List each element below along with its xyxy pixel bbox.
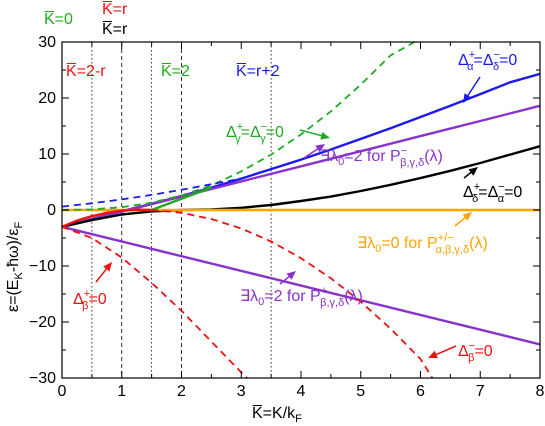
x-tick-label: 4 [297, 383, 306, 400]
annotation-arrow-5 [95, 266, 109, 283]
series-line-4 [61, 225, 541, 346]
annotation-arrow-0 [465, 76, 481, 99]
region-label-2: K̅=2 [161, 62, 190, 80]
top-label-k0: K̅=0 [44, 10, 73, 28]
top-label-kr-black: K̅=r [102, 20, 128, 38]
annotation-lambda-minus: ∃λ0=2 for P− β,γ,δ(λ) [320, 145, 443, 169]
x-tick-label: 8 [536, 383, 545, 400]
annotation-lambda-zero: ∃λ0=0 for P+/− α,β,γ,δ(λ) [357, 232, 488, 256]
top-label-kr-red: K̅=r [102, 0, 128, 18]
annotation-arrowhead-3 [468, 167, 478, 176]
region-label-r-plus-2: K̅=r+2 [236, 62, 280, 80]
x-tick-label: 0 [58, 383, 67, 400]
annotation-lambda-plus: ∃λ0=2 for P+ β,γ,δ(λ) [240, 285, 363, 309]
annotation-arrowhead-2 [315, 144, 325, 153]
annotation-arrow-1 [299, 129, 325, 138]
y-tick-label: 10 [38, 146, 56, 163]
series-line-7 [61, 208, 152, 228]
series-layer [61, 41, 541, 379]
annotation-arrowhead-4 [462, 212, 472, 221]
x-tick-label: 6 [416, 383, 425, 400]
y-tick-label: 0 [47, 202, 56, 219]
y-tick-label: −10 [29, 258, 56, 275]
annotation-beta-minus: Δ− β=0 [458, 340, 493, 364]
y-axis-label: ε=(EK-ħω)/εF [5, 222, 25, 312]
annotation-arrows [95, 76, 481, 359]
annotation-beta-plus: Δ+ β=0 [73, 288, 107, 312]
annotation-alpha-delta: Δ+ α=Δ− δ=0 [458, 49, 517, 73]
series-line-1 [61, 104, 541, 228]
x-axis-label: K̅=K/kF [252, 404, 302, 425]
y-tick-label: 30 [38, 34, 56, 51]
region-label-2-minus-r: K̅=2-r [66, 62, 106, 80]
series-line-6 [61, 177, 242, 208]
x-tick-label: 3 [237, 383, 246, 400]
annotation-arrow-7 [433, 345, 457, 357]
y-tick-label: −20 [29, 314, 56, 331]
x-tick-label: 7 [476, 383, 485, 400]
series-line-5 [61, 41, 415, 211]
x-tick-label: 1 [117, 383, 126, 400]
annotation-arrowhead-0 [463, 93, 472, 103]
annotation-delta-alpha: Δ+ δ=Δ− α=0 [463, 181, 522, 205]
series-line-2 [61, 145, 541, 228]
y-tick-label: 20 [38, 90, 56, 107]
axis-ticks: 0 1 2 3 4 5 6 7 8 −30 −20 −10 0 10 20 30 [29, 34, 545, 400]
annotation-arrowhead-6 [286, 271, 296, 280]
annotation-arrowhead-5 [103, 262, 112, 272]
series-line-10 [151, 209, 434, 379]
series-line-8 [151, 186, 212, 212]
annotation-arrow-2 [303, 146, 321, 159]
x-tick-label: 2 [177, 383, 186, 400]
annotation-arrowhead-1 [320, 131, 330, 140]
series-line-9 [61, 225, 248, 379]
annotation-gamma: Δ+ γ=Δ− γ=0 [226, 121, 284, 145]
annotation-arrowhead-7 [428, 350, 438, 359]
y-tick-label: −30 [29, 370, 56, 387]
x-tick-label: 5 [356, 383, 365, 400]
